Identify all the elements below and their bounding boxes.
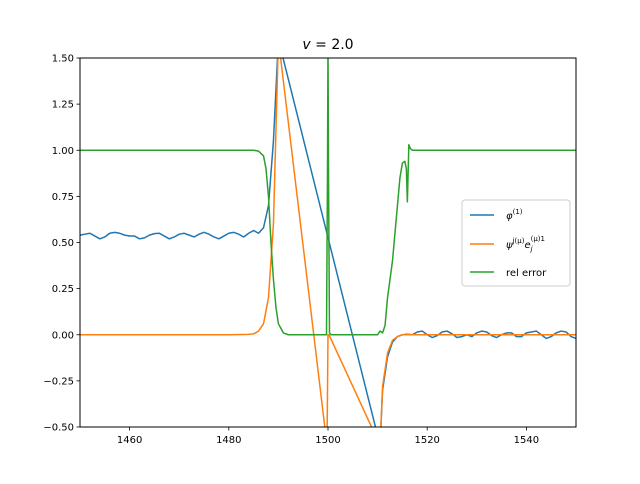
- legend-phi-base: φ: [506, 211, 513, 222]
- series-line-2: [80, 58, 576, 336]
- y-tick-label: −0.50: [43, 423, 74, 434]
- legend-label-rel-error: rel error: [506, 268, 547, 279]
- series-layer: [80, 58, 576, 427]
- x-tick-label: 1520: [414, 435, 439, 446]
- chart-title: v = 2.0: [302, 37, 353, 53]
- y-tick-label: 1.50: [52, 54, 74, 65]
- x-axis: 1460 1480 1500 1520 1540: [117, 427, 539, 446]
- legend-psi-sup2: (μ)1: [531, 235, 545, 243]
- chart-title-variable: v: [302, 37, 311, 53]
- chart-title-rest: = 2.0: [311, 37, 354, 53]
- legend-psi-sup: j(μ): [512, 237, 525, 245]
- series-line-1: [80, 58, 576, 427]
- legend-label-phi: φ(1): [506, 208, 523, 222]
- y-tick-label: 0.00: [52, 330, 74, 341]
- y-tick-label: −0.25: [43, 376, 74, 387]
- legend-label-psi: ψj(μ)ej (μ)1: [506, 235, 545, 253]
- legend-psi-sub: j: [530, 245, 533, 253]
- y-tick-label: 0.75: [52, 192, 74, 203]
- legend: φ(1) ψj(μ)ej (μ)1 rel error: [461, 199, 571, 287]
- x-tick-label: 1540: [514, 435, 539, 446]
- x-tick-label: 1460: [117, 435, 142, 446]
- legend-box: [461, 199, 571, 287]
- legend-psi-e: e: [524, 240, 530, 251]
- y-tick-label: 1.25: [52, 100, 74, 111]
- y-tick-label: 0.25: [52, 284, 74, 295]
- x-tick-label: 1480: [216, 435, 241, 446]
- legend-phi-sup: (1): [513, 208, 523, 216]
- y-axis: −0.50 −0.25 0.00 0.25 0.50 0.75 1.00 1.25 1.50: [43, 54, 80, 434]
- y-tick-label: 0.50: [52, 238, 74, 249]
- legend-psi-base: ψ: [506, 240, 513, 251]
- x-tick-label: 1500: [315, 435, 340, 446]
- y-tick-label: 1.00: [52, 146, 74, 157]
